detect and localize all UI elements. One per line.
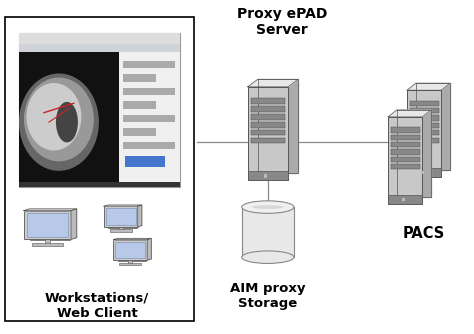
Ellipse shape	[56, 102, 78, 142]
Bar	[32, 243, 63, 246]
Bar	[410, 101, 438, 106]
Polygon shape	[388, 110, 431, 117]
Bar	[402, 198, 405, 201]
Bar	[27, 213, 68, 237]
Bar	[104, 206, 138, 227]
Polygon shape	[138, 205, 142, 227]
Bar	[106, 208, 136, 225]
Bar	[388, 195, 422, 204]
Bar	[251, 114, 285, 120]
Bar	[251, 130, 285, 136]
Bar	[421, 171, 424, 174]
Bar	[119, 263, 141, 265]
Bar	[407, 90, 441, 177]
Bar	[251, 98, 285, 104]
Bar	[123, 61, 174, 68]
Bar	[116, 241, 145, 259]
Text: AIM proxy
Storage: AIM proxy Storage	[230, 282, 306, 310]
Bar	[388, 117, 422, 204]
Bar	[391, 150, 419, 155]
Bar	[123, 142, 174, 149]
Polygon shape	[247, 79, 298, 87]
Bar	[24, 211, 71, 239]
Bar	[410, 108, 438, 113]
Ellipse shape	[242, 201, 294, 213]
Bar	[110, 229, 132, 231]
Bar	[19, 44, 180, 52]
Bar	[113, 240, 147, 260]
Ellipse shape	[24, 77, 94, 161]
Bar	[45, 239, 50, 244]
Polygon shape	[113, 238, 151, 240]
Bar	[407, 168, 441, 177]
Polygon shape	[71, 209, 77, 239]
Bar	[410, 138, 438, 143]
Bar	[119, 227, 123, 230]
Polygon shape	[397, 110, 431, 197]
Bar	[251, 122, 285, 128]
Polygon shape	[24, 209, 77, 211]
Ellipse shape	[242, 251, 294, 264]
Bar	[19, 182, 180, 187]
Bar	[391, 127, 419, 133]
Ellipse shape	[27, 83, 82, 151]
Bar	[410, 130, 438, 135]
Bar	[5, 17, 194, 321]
Polygon shape	[104, 205, 142, 206]
Text: Workstations/
Web Client: Workstations/ Web Client	[45, 292, 149, 320]
Polygon shape	[407, 83, 450, 90]
Bar	[123, 128, 156, 136]
Bar	[118, 257, 146, 261]
Bar	[108, 223, 137, 227]
Bar	[242, 207, 294, 257]
Bar	[391, 157, 419, 162]
Polygon shape	[147, 238, 151, 260]
Bar	[19, 52, 119, 187]
Bar	[247, 87, 288, 180]
Bar	[19, 33, 180, 187]
Text: PACS: PACS	[403, 226, 446, 241]
Bar	[123, 88, 174, 95]
Bar	[19, 33, 180, 44]
Polygon shape	[258, 79, 298, 173]
Bar	[123, 115, 174, 122]
Ellipse shape	[252, 205, 283, 209]
Bar	[264, 174, 267, 178]
Bar	[391, 164, 419, 169]
Bar	[251, 106, 285, 112]
Bar	[125, 156, 165, 167]
Bar	[247, 171, 288, 180]
Bar	[391, 135, 419, 140]
Bar	[410, 123, 438, 128]
Bar	[128, 260, 132, 264]
Bar	[251, 138, 285, 143]
Bar	[391, 142, 419, 147]
Bar	[123, 101, 156, 109]
Bar	[119, 52, 180, 187]
Polygon shape	[416, 83, 450, 170]
Bar	[123, 74, 156, 81]
Bar	[410, 115, 438, 121]
Text: Proxy ePAD
Server: Proxy ePAD Server	[237, 7, 327, 37]
Bar	[30, 234, 70, 240]
Ellipse shape	[19, 73, 99, 171]
